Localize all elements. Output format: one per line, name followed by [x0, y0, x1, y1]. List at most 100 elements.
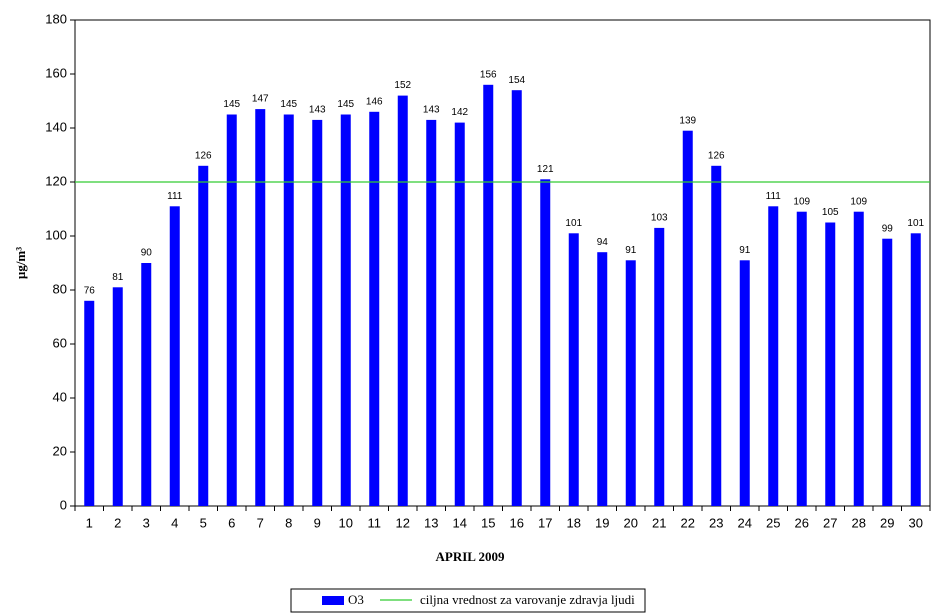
bar — [739, 260, 750, 506]
bar — [768, 206, 779, 507]
x-tick-label: 15 — [481, 515, 495, 530]
value-label: 94 — [597, 237, 609, 248]
bar — [540, 179, 551, 507]
x-tick-label: 12 — [396, 515, 410, 530]
x-tick-label: 3 — [143, 515, 150, 530]
legend-box — [290, 588, 646, 613]
x-tick-label: 5 — [200, 515, 207, 530]
x-tick-label: 22 — [681, 515, 695, 530]
x-axis-title: APRIL 2009 — [436, 549, 505, 564]
value-label: 143 — [309, 105, 326, 116]
legend-label: ciljna vrednost za varovanje zdravja lju… — [420, 592, 635, 607]
bar — [426, 119, 437, 507]
x-tick-label: 8 — [285, 515, 292, 530]
value-label: 91 — [739, 245, 751, 256]
x-tick-label: 13 — [424, 515, 438, 530]
bar — [597, 252, 608, 506]
y-tick-label: 20 — [53, 443, 67, 458]
value-label: 111 — [167, 191, 183, 202]
value-label: 142 — [451, 107, 468, 118]
x-tick-label: 14 — [453, 515, 467, 530]
x-tick-label: 20 — [624, 515, 638, 530]
bar — [825, 222, 836, 506]
y-tick-label: 80 — [53, 281, 67, 296]
bar — [654, 227, 665, 506]
y-tick-label: 100 — [45, 227, 67, 242]
value-label: 109 — [850, 196, 867, 207]
bar — [283, 114, 294, 506]
x-tick-label: 6 — [228, 515, 235, 530]
y-tick-label: 160 — [45, 65, 67, 80]
value-label: 145 — [223, 99, 240, 110]
value-label: 147 — [252, 94, 269, 105]
x-tick-label: 4 — [171, 515, 178, 530]
y-axis-title: µg/m³ — [13, 247, 28, 279]
value-label: 105 — [822, 207, 839, 218]
bar — [853, 211, 864, 506]
x-tick-label: 29 — [880, 515, 894, 530]
bar — [141, 263, 152, 506]
value-label: 101 — [907, 218, 924, 229]
x-tick-label: 28 — [852, 515, 866, 530]
value-label: 145 — [337, 99, 354, 110]
bar — [340, 114, 351, 506]
value-label: 152 — [394, 80, 411, 91]
bar — [711, 165, 722, 507]
y-tick-label: 120 — [45, 173, 67, 188]
x-tick-label: 9 — [314, 515, 321, 530]
value-label: 121 — [537, 164, 554, 175]
bar — [312, 119, 323, 507]
bar — [454, 122, 465, 506]
bar — [198, 165, 209, 507]
bar — [112, 287, 123, 506]
value-label: 111 — [766, 191, 782, 202]
bar — [796, 211, 807, 506]
x-tick-label: 17 — [538, 515, 552, 530]
value-label: 109 — [793, 196, 810, 207]
value-label: 90 — [141, 248, 153, 259]
bar — [369, 111, 380, 507]
bar — [910, 233, 921, 507]
x-tick-label: 10 — [339, 515, 353, 530]
value-label: 76 — [84, 285, 96, 296]
value-label: 146 — [366, 96, 383, 107]
x-tick-label: 2 — [114, 515, 121, 530]
y-tick-label: 140 — [45, 119, 67, 134]
value-label: 81 — [112, 272, 124, 283]
x-tick-label: 25 — [766, 515, 780, 530]
value-label: 126 — [708, 150, 725, 161]
x-tick-label: 30 — [909, 515, 923, 530]
x-tick-label: 16 — [510, 515, 524, 530]
value-label: 103 — [651, 213, 668, 224]
bar — [568, 233, 579, 507]
legend-label: O3 — [348, 592, 364, 607]
x-tick-label: 26 — [795, 515, 809, 530]
x-tick-label: 27 — [823, 515, 837, 530]
bar — [397, 95, 408, 506]
x-tick-label: 18 — [567, 515, 581, 530]
x-tick-label: 21 — [652, 515, 666, 530]
value-label: 145 — [280, 99, 297, 110]
bar — [511, 90, 522, 506]
value-label: 101 — [565, 218, 582, 229]
value-label: 99 — [882, 223, 894, 234]
bar — [255, 109, 266, 506]
y-tick-label: 180 — [45, 11, 67, 26]
bar — [84, 300, 95, 506]
value-label: 154 — [508, 75, 525, 86]
bar — [226, 114, 237, 506]
x-tick-label: 23 — [709, 515, 723, 530]
value-label: 126 — [195, 150, 212, 161]
bar — [169, 206, 180, 507]
x-tick-label: 11 — [368, 515, 382, 530]
bar — [483, 84, 494, 507]
y-tick-label: 0 — [60, 497, 67, 512]
x-tick-label: 24 — [738, 515, 752, 530]
y-tick-label: 60 — [53, 335, 67, 350]
x-tick-label: 7 — [257, 515, 264, 530]
x-tick-label: 19 — [595, 515, 609, 530]
value-label: 143 — [423, 105, 440, 116]
y-tick-label: 40 — [53, 389, 67, 404]
